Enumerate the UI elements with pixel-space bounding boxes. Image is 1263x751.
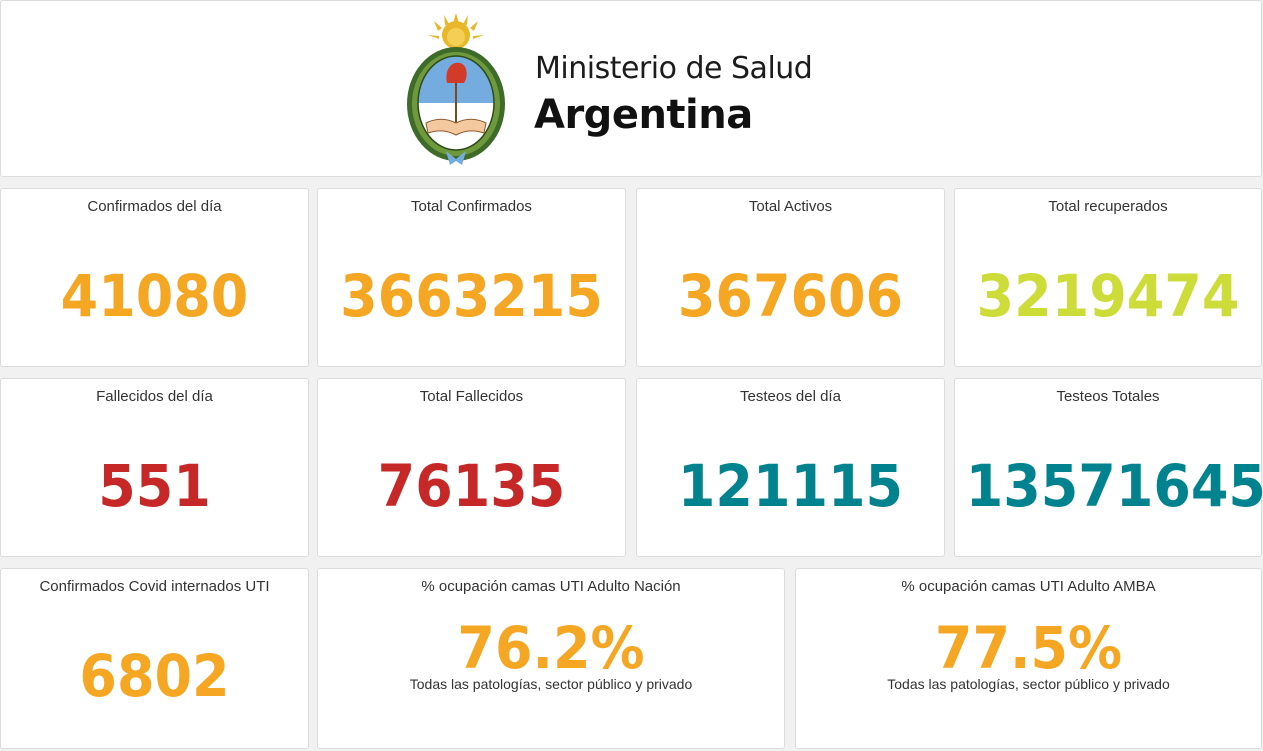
country-title: Argentina <box>534 92 753 138</box>
stat-card-testeos-totales: Testeos Totales 13571645 <box>954 378 1263 557</box>
stat-label: Testeos Totales <box>1056 388 1160 405</box>
escudo-argentina-icon <box>407 13 505 165</box>
stat-card-confirmados-dia: Confirmados del día 41080 <box>0 188 309 367</box>
stat-value: 76135 <box>377 452 566 520</box>
stat-card-total-fallecidos: Total Fallecidos 76135 <box>317 378 626 557</box>
stat-card-total-confirmados: Total Confirmados 3663215 <box>317 188 626 367</box>
stat-value: 41080 <box>60 262 249 330</box>
stat-value: 3663215 <box>340 262 603 330</box>
stat-card-internados-uti: Confirmados Covid internados UTI 6802 <box>0 568 309 749</box>
stat-value: 13571645 <box>965 452 1263 520</box>
stat-value: 3219474 <box>976 262 1240 330</box>
stat-card-testeos-dia: Testeos del día 121115 <box>636 378 945 557</box>
stat-label: % ocupación camas UTI Adulto Nación <box>421 578 681 595</box>
stat-value: 367606 <box>677 262 904 330</box>
stat-value: 77.5% <box>934 614 1123 682</box>
stat-value: 551 <box>98 452 211 520</box>
stat-note: Todas las patologías, sector público y p… <box>409 676 693 692</box>
stat-label: Total Activos <box>748 198 833 215</box>
stat-label: Confirmados Covid internados UTI <box>39 578 270 595</box>
stat-label: Total Confirmados <box>411 198 532 215</box>
stat-label: Total Fallecidos <box>419 388 524 405</box>
ministry-title: Ministerio de Salud <box>535 51 813 86</box>
stat-note: Todas las patologías, sector público y p… <box>887 676 1170 692</box>
stat-label: Confirmados del día <box>87 198 222 215</box>
stat-value: 76.2% <box>457 614 645 682</box>
stat-label: Total recuperados <box>1048 198 1168 215</box>
stat-label: Fallecidos del día <box>96 388 213 405</box>
header-banner: Ministerio de Salud Argentina <box>0 0 1262 177</box>
stat-label: Testeos del día <box>740 388 841 405</box>
stat-card-fallecidos-dia: Fallecidos del día 551 <box>0 378 309 557</box>
stat-card-total-recuperados: Total recuperados 3219474 <box>954 188 1262 367</box>
stat-card-ocupacion-amba: % ocupación camas UTI Adulto AMBA 77.5% … <box>795 568 1262 749</box>
stat-value: 121115 <box>677 452 904 520</box>
stat-card-total-activos: Total Activos 367606 <box>636 188 945 367</box>
stat-value: 6802 <box>79 642 230 710</box>
stat-card-ocupacion-nacion: % ocupación camas UTI Adulto Nación 76.2… <box>317 568 785 749</box>
stat-label: % ocupación camas UTI Adulto AMBA <box>901 578 1156 595</box>
